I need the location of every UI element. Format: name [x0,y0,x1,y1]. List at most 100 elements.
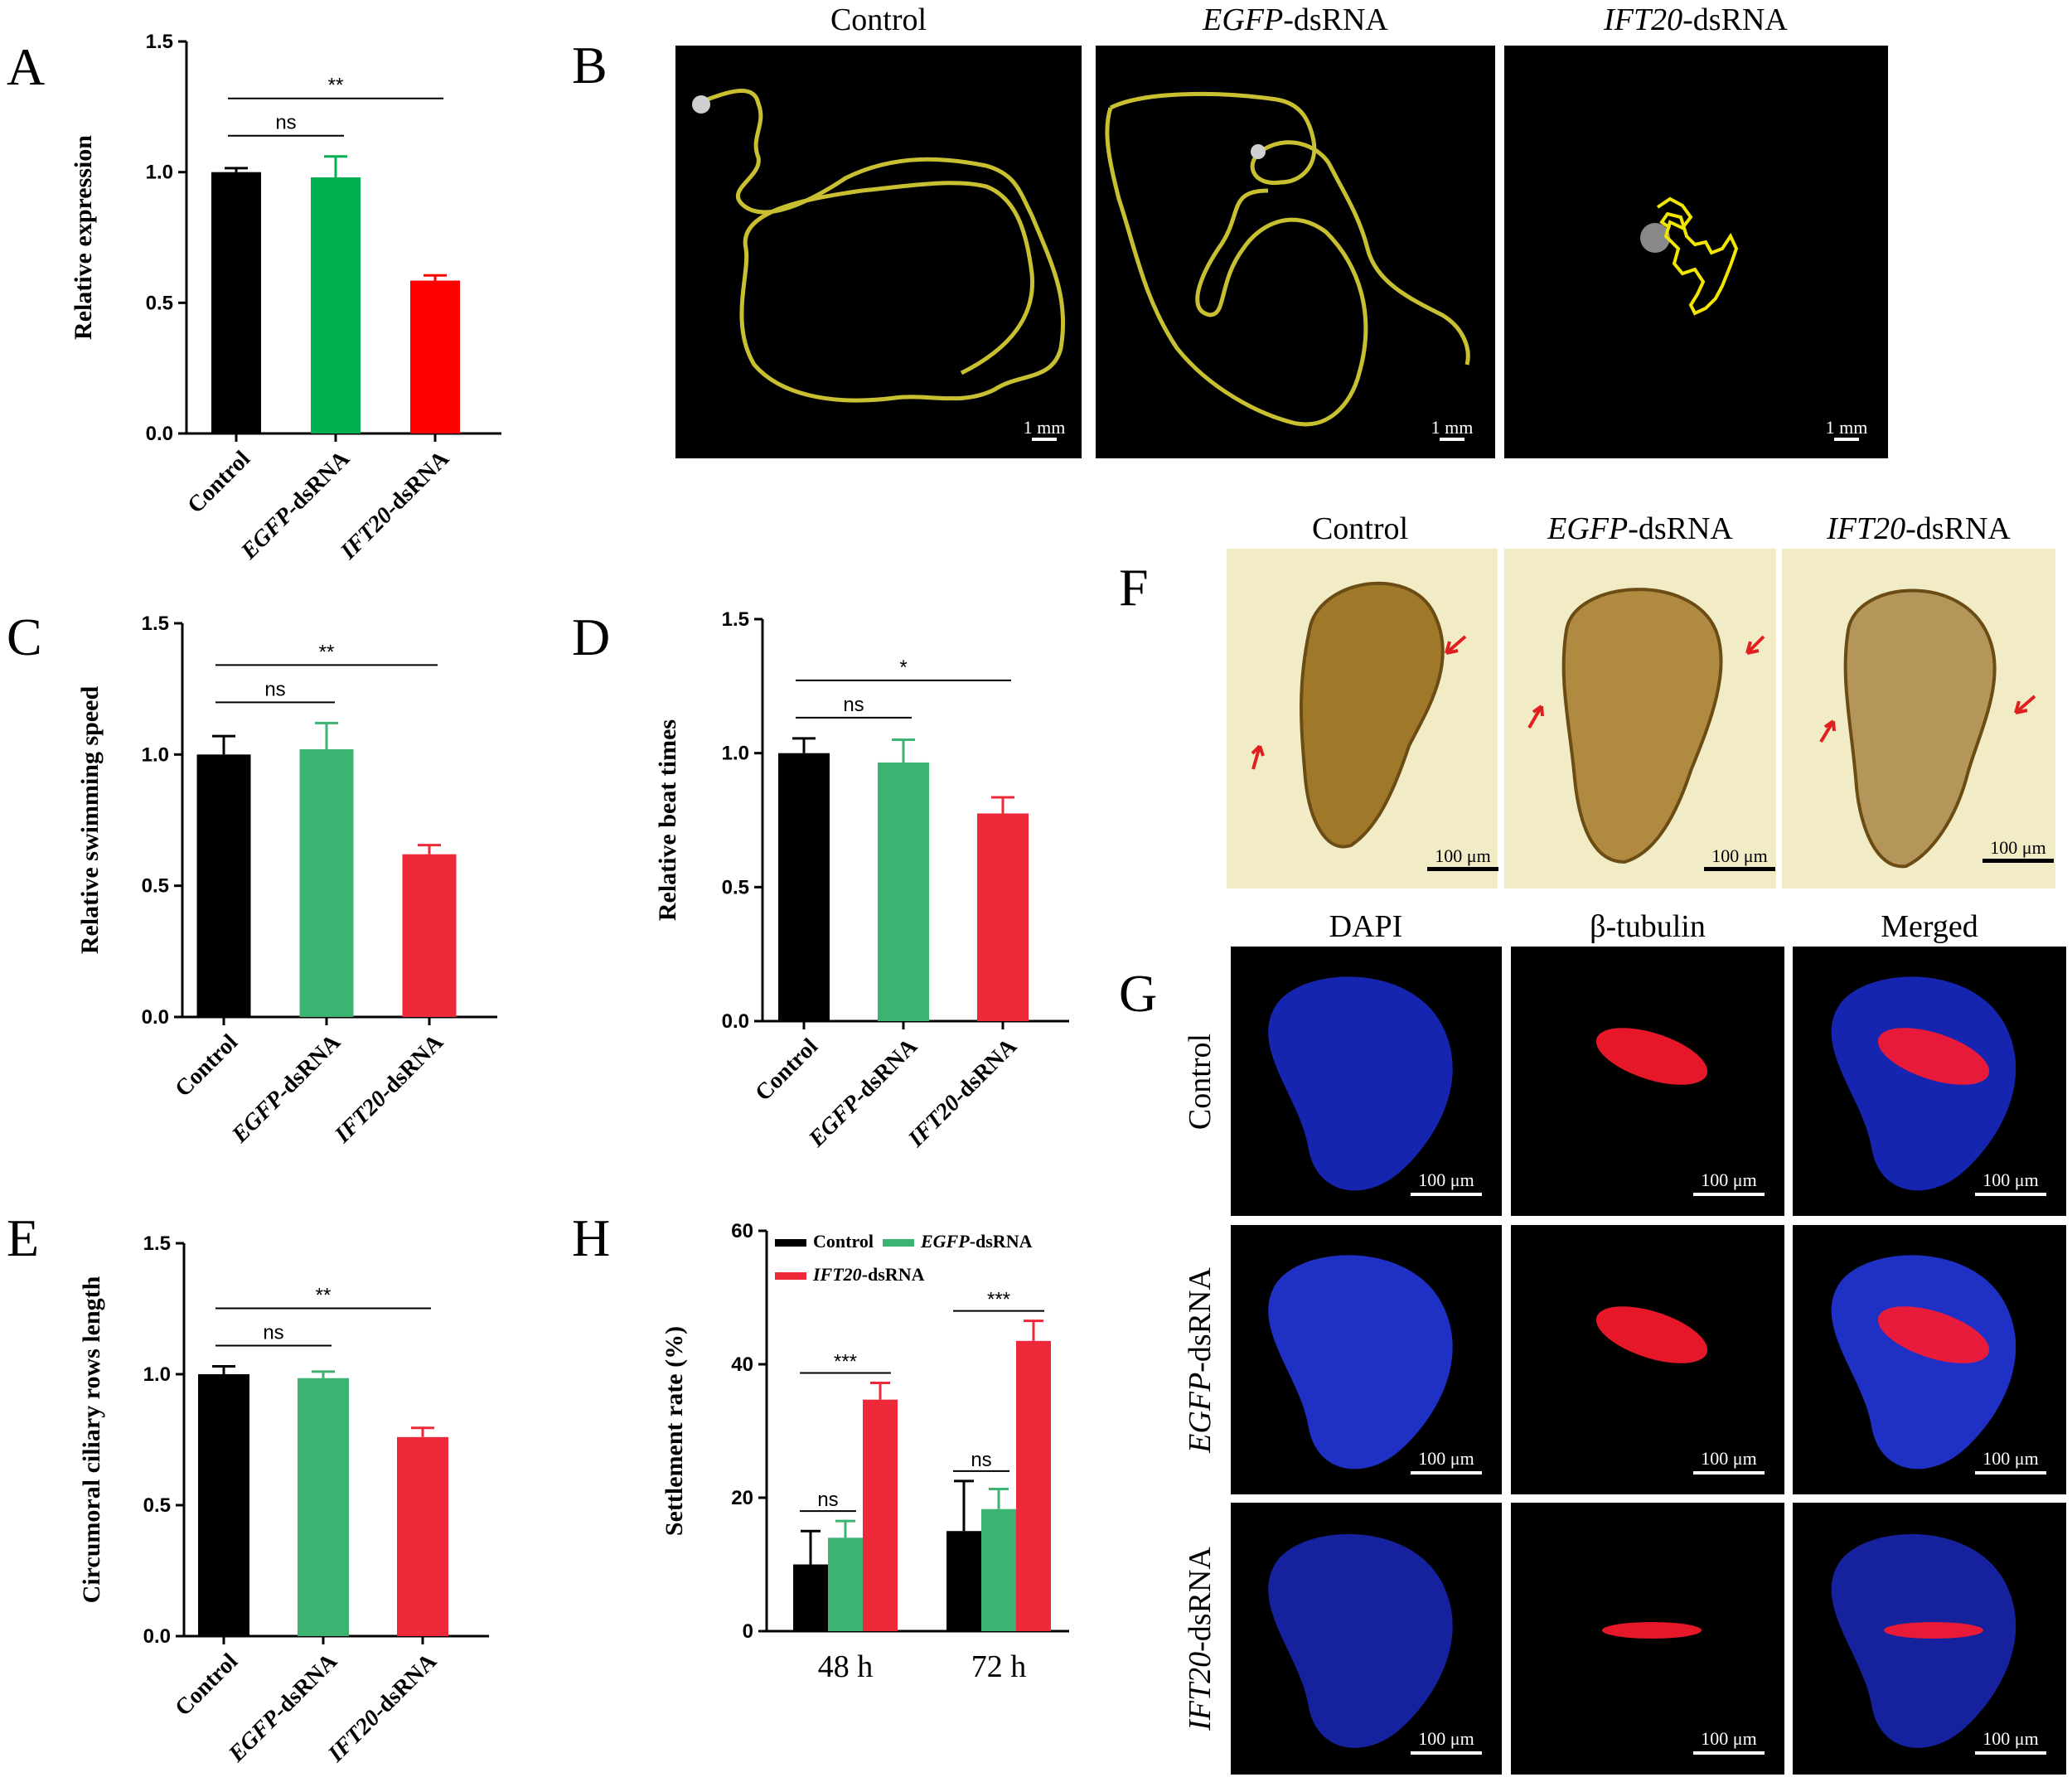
y-tick-label: 1.0 [722,743,749,765]
x-tick-label: EGFP-dsRNA [226,1029,346,1148]
panel-g-row-title: Control [1183,1034,1218,1130]
panel-b-title-ift20: IFT20-dsRNA [1603,2,1788,37]
scale-bar-b-egfp [1440,438,1464,441]
scale-bar-f-egfp [1704,867,1775,871]
legend-label-name: Control [813,1231,874,1252]
y-tick-label: 0.0 [143,1625,171,1648]
significance-label: ns [817,1489,838,1511]
panel-letter-g: G [1119,964,1157,1023]
chart-c-relative-swimming-speed: 0.0 0.5 1.0 1.5 Relative swimming speed Contr… [76,613,497,1149]
x-tick-label-suffix: -dsRNA [374,1029,449,1104]
x-tick-label: Control [170,1029,243,1102]
x-tick-label: Control [170,1649,243,1721]
larva-blob-egfp [1251,144,1266,159]
y-tick-label: 0.5 [146,292,173,314]
bar [196,754,251,1017]
bar [198,1374,249,1636]
dapi-stained-larva [1831,976,2016,1191]
panel-letter-f: F [1119,558,1149,617]
scale-label-g: 100 μm [1418,1728,1474,1749]
dapi-stained-larva [1268,1255,1453,1470]
x-tick-label-suffix: -dsRNA [848,1033,923,1108]
bar [863,1399,898,1631]
y-tick-label: 0.0 [146,423,173,445]
scale-label-g: 100 μm [1418,1448,1474,1469]
bar [828,1537,863,1631]
dapi-stained-larva [1831,1255,2016,1470]
y-tick-label: 0.0 [142,1006,169,1029]
x-tick-label-suffix: -dsRNA [280,445,356,521]
bar [298,1378,349,1636]
bar [311,177,361,433]
scale-bar-g [1693,1471,1765,1475]
row-title-gene: IFT20 [1183,1652,1218,1731]
cilia-arrow-icon [1745,635,1765,655]
bar [211,172,261,433]
panel-f-title-ift20: IFT20-dsRNA [1826,511,2011,546]
x-tick-label-suffix: -dsRNA [380,445,455,521]
trajectory-path-ift20 [1656,196,1739,316]
cilia-arrow-icon [1445,635,1467,655]
scale-bar-g [1411,1193,1482,1196]
trajectory-image-ift20 [1504,46,1888,458]
significance-label: ns [971,1449,991,1471]
bar [793,1564,828,1631]
scale-bar-b-control [1032,438,1057,441]
y-tick-label: 20 [731,1487,753,1509]
scale-bar-g [1975,1751,2046,1755]
scale-label-g: 100 μm [1982,1728,2038,1749]
tubulin-signal [1877,1028,1990,1085]
bar [1016,1340,1051,1631]
panel-g-row-title: IFT20-dsRNA [1183,1547,1218,1731]
scale-label-b-control: 1 mm [1024,417,1066,438]
bar [397,1436,448,1636]
scale-label-g: 100 μm [1701,1728,1756,1749]
panel-letter-c: C [7,608,42,666]
legend-label-gene: EGFP [920,1231,970,1252]
significance-label: *** [987,1289,1010,1311]
panel-g-fluorescence-grid: DAPI β-tubulin MergedControlEGFP-dsRNAIFT2… [1183,909,2066,1775]
cilia-arrow-icon [1819,719,1836,743]
x-tick-label-suffix: -dsRNA [947,1033,1023,1108]
x-tick-label: 48 h [818,1649,874,1684]
x-tick-label-suffix: -dsRNA [268,1648,343,1723]
y-tick-label: 40 [731,1353,753,1376]
significance-label: ns [843,694,864,716]
x-tick-label: Control [750,1034,823,1106]
panel-letter-d: D [572,608,610,666]
larva-body-ift20 [1843,588,1997,869]
scale-bar-f-ift20 [1982,859,2054,863]
x-tick-label: 72 h [971,1649,1027,1684]
y-tick-label: 60 [731,1220,753,1242]
x-tick-label-suffix: -dsRNA [367,1648,443,1723]
fluorescence-image [1511,1225,1784,1494]
scale-bar-g [1975,1193,2046,1196]
larva-blob-control [692,95,710,114]
panel-letter-b: B [572,36,608,94]
x-tick-label-name: Control [170,1649,243,1721]
chart-h-settlement-rate: 0 20 40 60 Settlement rate (%) 48 h 72 h ns *** n… [661,1220,1069,1684]
larva-body-egfp [1561,588,1723,864]
panel-letter-a: A [7,37,45,96]
panel-f-title-egfp: EGFP-dsRNA [1547,511,1733,546]
trajectory-path-control [702,89,1066,403]
legend-label: EGFP-dsRNA [920,1231,1033,1252]
dapi-stained-larva [1268,976,1453,1191]
x-tick-label: Control [182,446,255,519]
y-tick-label: 1.5 [722,608,749,631]
panel-g-row-title: EGFP-dsRNA [1183,1267,1218,1454]
x-tick-label: IFT20-dsRNA [329,1029,448,1148]
legend-label-suffix: -dsRNA [970,1231,1033,1252]
x-tick-label-name: Control [182,446,255,519]
scale-label-g: 100 μm [1701,1169,1756,1190]
cilia-arrow-icon [2014,695,2036,714]
scale-label-g: 100 μm [1418,1169,1474,1190]
bar [946,1531,981,1631]
legend-label: IFT20-dsRNA [812,1264,925,1285]
dapi-stained-larva [1831,1533,2016,1748]
panel-g-column-title: β-tubulin [1590,909,1706,944]
significance-label: *** [834,1351,857,1373]
significance-label: ns [264,678,285,700]
bar [410,280,460,433]
